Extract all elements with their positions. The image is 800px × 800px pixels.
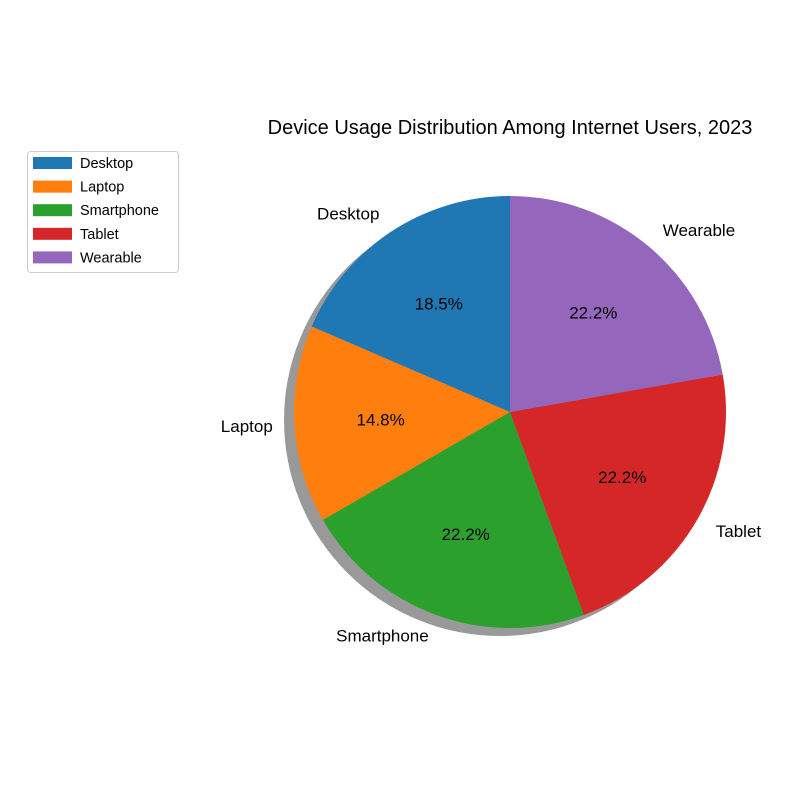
slice-label-desktop: Desktop	[317, 204, 379, 223]
pie-labels: Desktop 18.5% Laptop 14.8% Smartphone 22.2% Ta…	[221, 204, 762, 645]
slice-percent-laptop: 14.8%	[357, 411, 405, 430]
legend-swatch-smartphone	[33, 204, 72, 217]
slice-label-wearable: Wearable	[663, 221, 735, 240]
slice-percent-wearable: 22.2%	[569, 304, 617, 323]
legend-label-desktop: Desktop	[80, 156, 133, 172]
pie-slice-laptop	[294, 326, 510, 520]
legend: Desktop Laptop Smartphone Tablet Wearable	[27, 151, 179, 273]
legend-swatch-tablet	[33, 227, 72, 240]
slice-percent-smartphone: 22.2%	[442, 525, 490, 544]
legend-label-wearable: Wearable	[80, 250, 142, 266]
legend-swatch-laptop	[33, 180, 72, 193]
pie-slice-smartphone	[322, 412, 584, 628]
legend-label-smartphone: Smartphone	[80, 203, 159, 219]
slice-label-tablet: Tablet	[716, 522, 762, 541]
pie-slice-wearable	[510, 196, 723, 412]
slice-label-laptop: Laptop	[221, 417, 273, 436]
pie-slice-desktop	[311, 196, 510, 412]
slice-percent-desktop: 18.5%	[415, 295, 463, 314]
pie-slice-tablet	[510, 374, 726, 615]
legend-swatch-desktop	[33, 157, 72, 169]
pie-slices	[294, 196, 726, 628]
legend-label-tablet: Tablet	[80, 227, 119, 243]
legend-swatch-wearable	[33, 251, 72, 264]
slice-percent-tablet: 22.2%	[598, 468, 646, 487]
chart-title: Device Usage Distribution Among Internet…	[268, 117, 753, 139]
slice-label-smartphone: Smartphone	[336, 626, 429, 645]
legend-label-laptop: Laptop	[80, 180, 124, 196]
